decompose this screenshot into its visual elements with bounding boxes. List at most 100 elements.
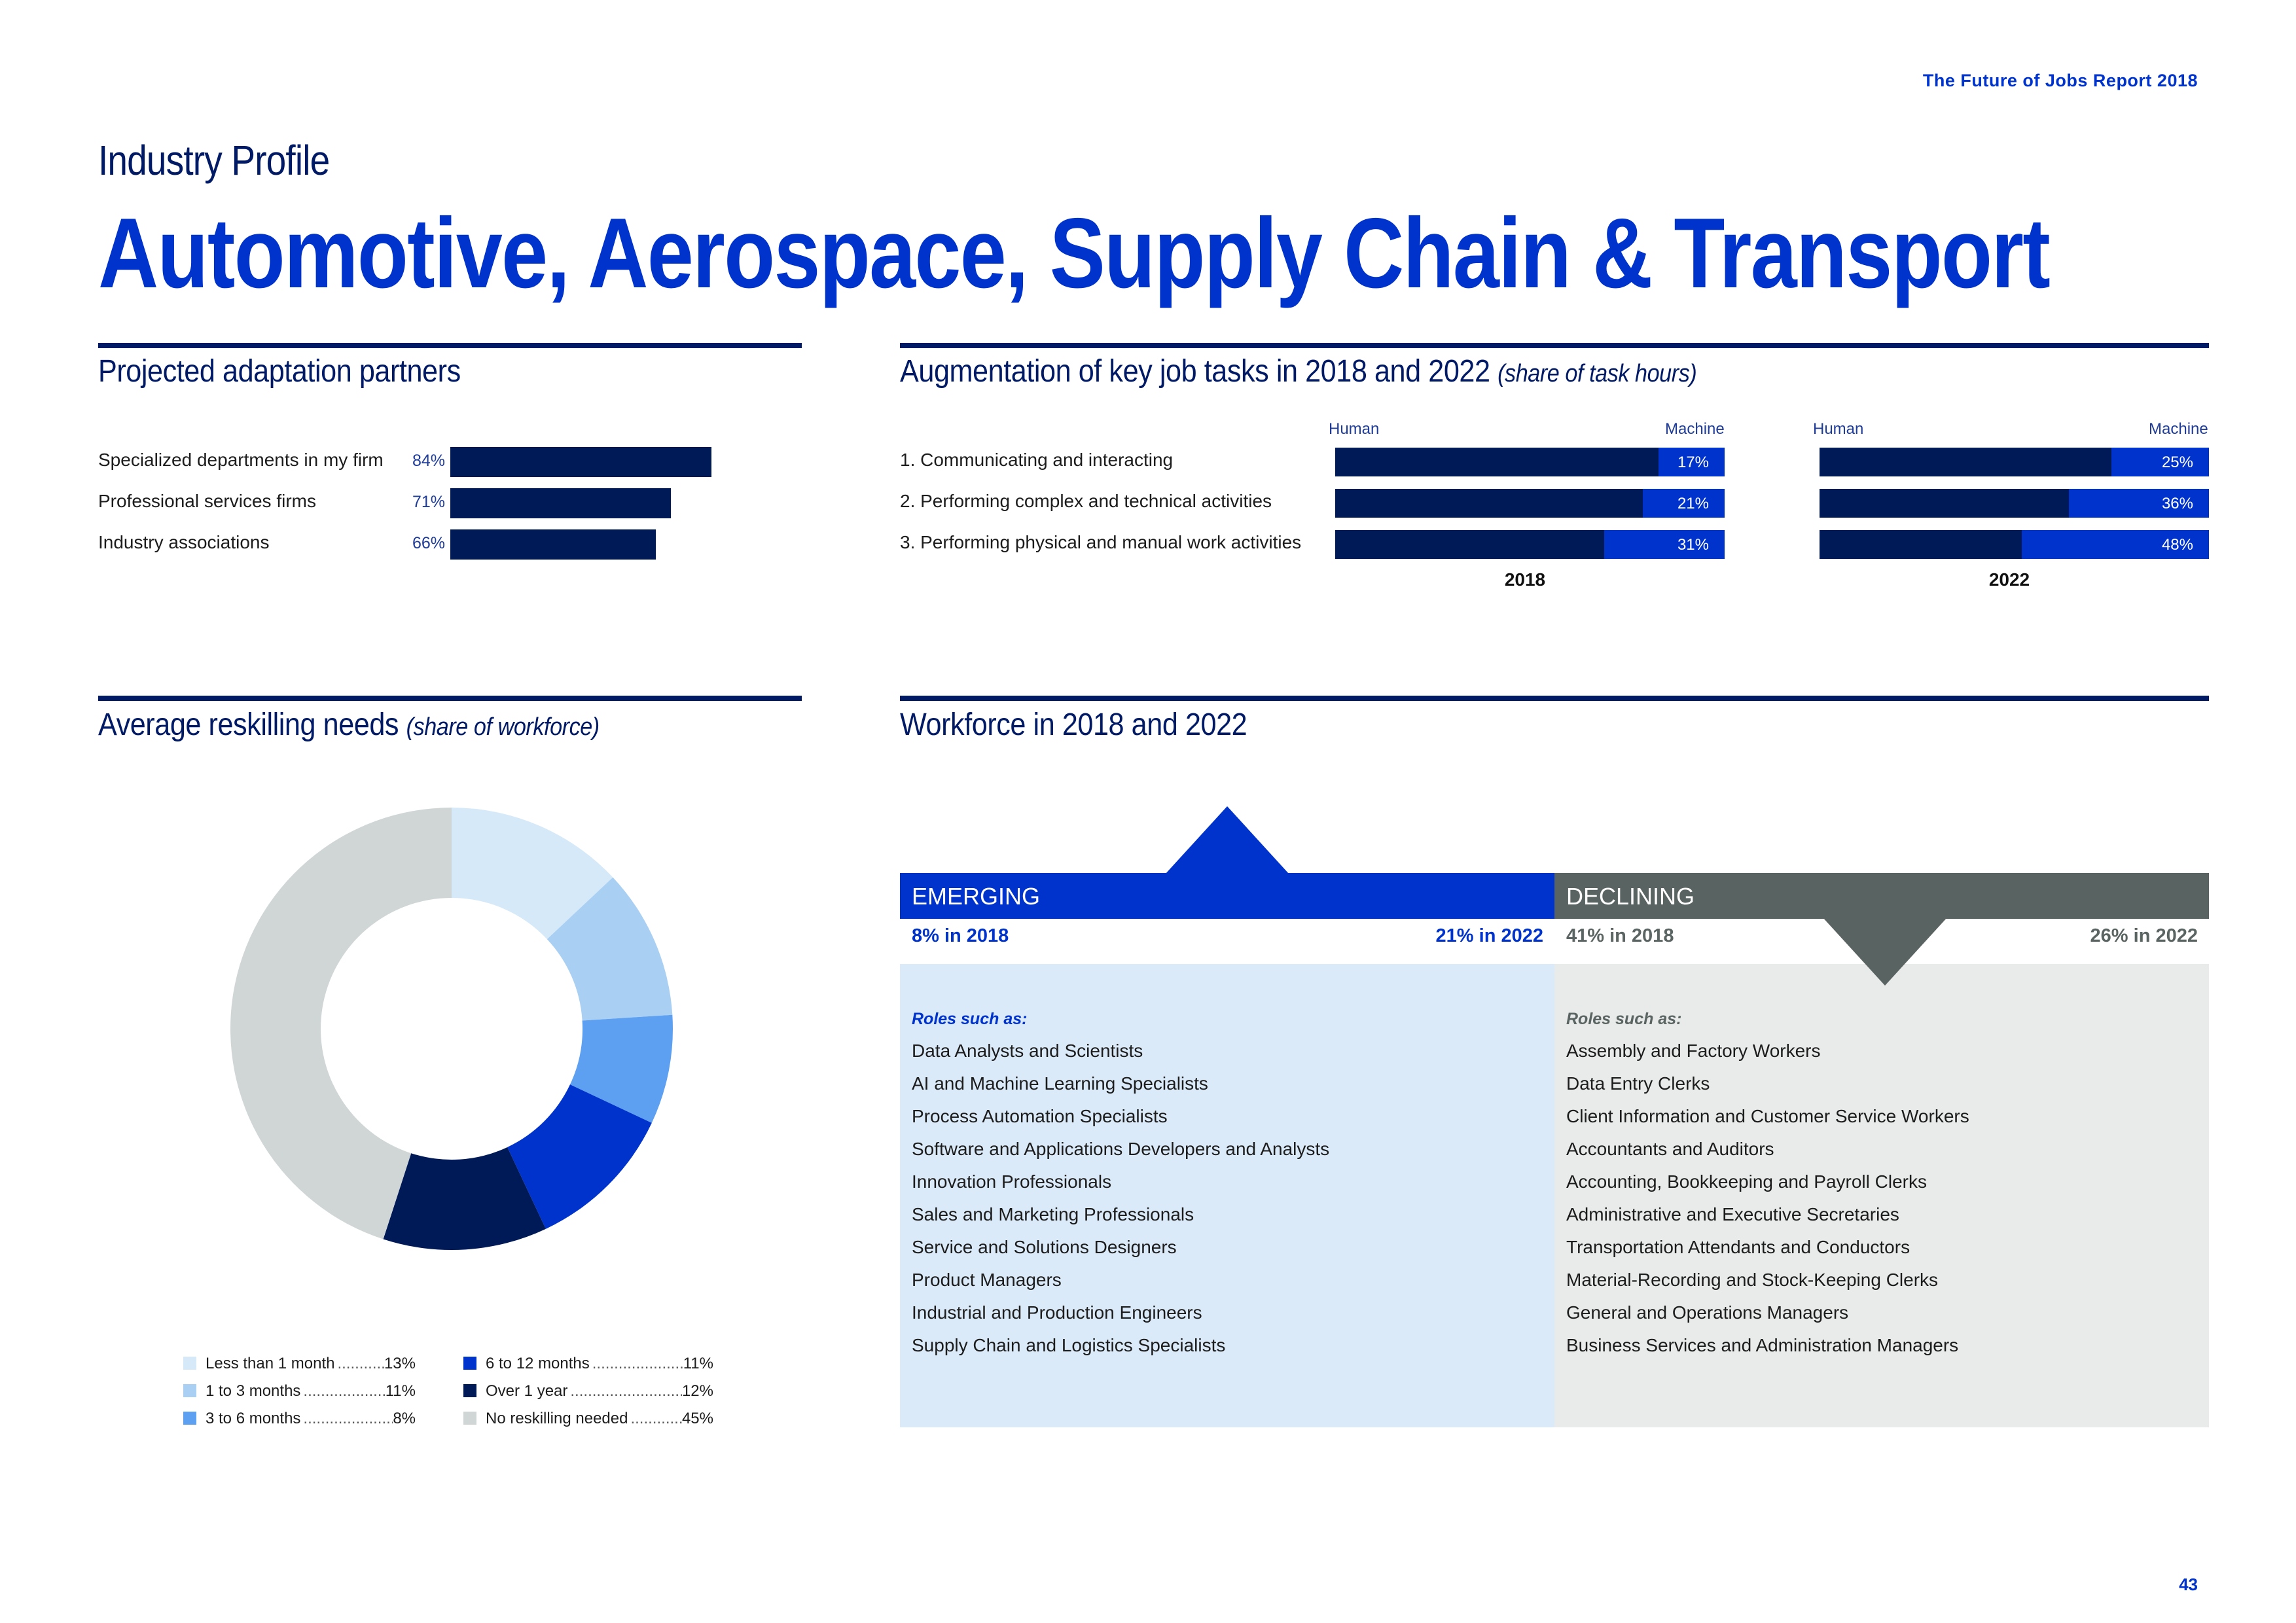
donut-slice — [507, 1084, 652, 1229]
machine-share — [1643, 489, 1725, 518]
partner-label: Specialized departments in my firm — [98, 450, 384, 470]
emerging-role: Industrial and Production Engineers — [912, 1302, 1202, 1323]
emerging-roles-heading: Roles such as: — [912, 1010, 1028, 1028]
workforce-title-text: Workforce in 2018 and 2022 — [900, 707, 1247, 742]
legend-swatch — [183, 1357, 196, 1370]
machine-pct: 21% — [1677, 495, 1709, 512]
machine-pct: 48% — [2161, 536, 2193, 554]
emerging-role: Data Analysts and Scientists — [912, 1041, 1143, 1061]
task-bar-2022: 36% — [1820, 489, 2209, 518]
legend-item: No reskilling needed....................… — [463, 1410, 713, 1428]
legend-leader: .............................. — [337, 1355, 384, 1372]
emerging-roles-panel — [900, 964, 1554, 1427]
legend-label: 6 to 12 months — [486, 1355, 590, 1372]
declining-start: 41% in 2018 — [1566, 925, 1674, 946]
declining-role: Material-Recording and Stock-Keeping Cle… — [1566, 1270, 1939, 1290]
page-number: 43 — [2179, 1575, 2198, 1594]
legend-label: No reskilling needed — [486, 1410, 628, 1427]
emerging-header: EMERGING — [900, 873, 1554, 919]
emerging-role: Service and Solutions Designers — [912, 1237, 1177, 1257]
page-title: Automotive, Aerospace, Supply Chain & Tr… — [98, 198, 2051, 309]
legend-label: Over 1 year — [486, 1382, 568, 1400]
partner-pct: 71% — [412, 493, 445, 511]
legend-leader: .............................. — [570, 1382, 682, 1400]
task-label: 3. Performing physical and manual work a… — [900, 532, 1302, 552]
donut-slice — [547, 877, 673, 1021]
task-bar-2018: 31% — [1335, 530, 1725, 559]
legend-pct: 12% — [681, 1382, 713, 1400]
machine-pct: 36% — [2161, 495, 2193, 512]
declining-roles-panel — [1554, 964, 2209, 1427]
year-label-2022: 2022 — [1988, 569, 2030, 590]
section-rule-reskilling — [98, 696, 802, 701]
machine-share — [1604, 530, 1725, 559]
machine-share — [2022, 530, 2209, 559]
legend-pct: 11% — [385, 1382, 416, 1400]
legend-label: 1 to 3 months — [206, 1382, 301, 1400]
declining-role: Accountants and Auditors — [1566, 1139, 1774, 1159]
legend-swatch — [463, 1412, 476, 1425]
human-share — [1820, 448, 2112, 476]
legend-item: Over 1 year.............................… — [463, 1382, 713, 1400]
emerging-role: Supply Chain and Logistics Specialists — [912, 1335, 1226, 1355]
emerging-role: Sales and Marketing Professionals — [912, 1204, 1194, 1224]
declining-down-arrow — [1823, 918, 1947, 986]
reskilling-subtitle: (share of workforce) — [406, 713, 600, 741]
emerging-end: 21% in 2022 — [1435, 925, 1543, 946]
legend-leader: .............................. — [303, 1382, 385, 1400]
declining-roles-heading: Roles such as: — [1566, 1010, 1682, 1028]
task-label: 1. Communicating and interacting — [900, 450, 1174, 470]
page-kicker: Industry Profile — [98, 137, 330, 184]
declining-role: Business Services and Administration Man… — [1566, 1335, 1959, 1355]
legend-pct: 11% — [683, 1355, 713, 1372]
machine-pct: 31% — [1677, 536, 1709, 554]
task-bar-2018: 21% — [1335, 489, 1725, 518]
partner-label: Professional services firms — [98, 491, 316, 511]
partners-section-title: Projected adaptation partners — [98, 353, 461, 389]
donut-slice — [569, 1014, 673, 1123]
machine-label-2018: Machine — [1665, 420, 1725, 438]
emerging-role: Software and Applications Developers and… — [912, 1139, 1330, 1159]
donut-slice — [383, 1147, 546, 1250]
legend-item: 1 to 3 months...........................… — [183, 1382, 416, 1400]
declining-role: Data Entry Clerks — [1566, 1073, 1710, 1094]
donut-slice — [230, 808, 452, 1240]
legend-pct: 45% — [681, 1410, 713, 1427]
task-bar-2022: 48% — [1820, 530, 2209, 559]
reskilling-section-title: Average reskilling needs (share of workf… — [98, 707, 600, 743]
machine-share — [1658, 448, 1725, 476]
legend-item: 6 to 12 months..........................… — [463, 1355, 713, 1373]
human-label-2018: Human — [1329, 420, 1380, 438]
legend-swatch — [463, 1384, 476, 1397]
human-share — [1335, 530, 1604, 559]
emerging-start: 8% in 2018 — [912, 925, 1009, 946]
partners-title-text: Projected adaptation partners — [98, 354, 461, 389]
legend-swatch — [183, 1384, 196, 1397]
legend-swatch — [463, 1357, 476, 1370]
legend-leader: .............................. — [303, 1410, 393, 1427]
emerging-up-arrow — [1165, 806, 1289, 874]
legend-leader: .............................. — [592, 1355, 683, 1372]
report-name: The Future of Jobs Report 2018 — [1922, 71, 2198, 90]
reskilling-title-text: Average reskilling needs — [98, 707, 399, 742]
emerging-heading: EMERGING — [912, 883, 1041, 910]
legend-label: 3 to 6 months — [206, 1410, 301, 1427]
legend-label: Less than 1 month — [206, 1355, 335, 1372]
legend-item: 3 to 6 months...........................… — [183, 1410, 416, 1428]
workforce-section-title: Workforce in 2018 and 2022 — [900, 707, 1247, 743]
augmentation-subtitle: (share of task hours) — [1498, 360, 1697, 387]
declining-role: Assembly and Factory Workers — [1566, 1041, 1821, 1061]
section-rule-augmentation — [900, 343, 2209, 348]
machine-label-2022: Machine — [2149, 420, 2208, 438]
reskilling-donut-chart — [230, 808, 673, 1250]
human-label-2022: Human — [1813, 420, 1864, 438]
human-share — [1820, 489, 2069, 518]
human-share — [1335, 448, 1659, 476]
human-share — [1820, 530, 2022, 559]
declining-header: DECLINING — [1554, 873, 2209, 919]
task-label: 2. Performing complex and technical acti… — [900, 491, 1272, 511]
legend-swatch — [183, 1412, 196, 1425]
task-bar-2018: 17% — [1335, 448, 1725, 476]
declining-heading: DECLINING — [1566, 883, 1695, 910]
partner-pct: 66% — [412, 534, 445, 552]
